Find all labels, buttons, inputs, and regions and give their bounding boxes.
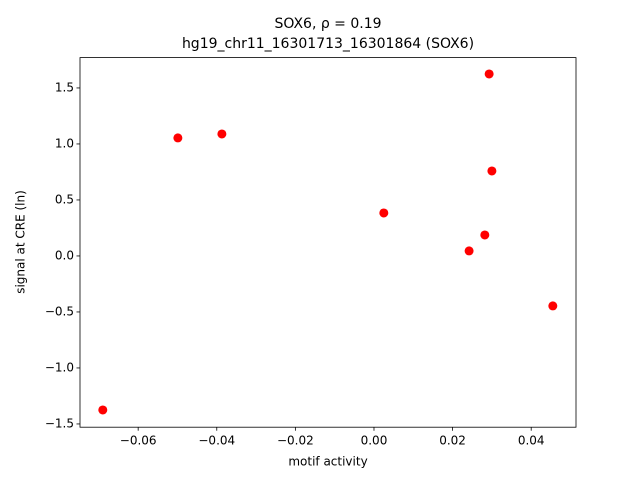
- point: [379, 208, 389, 218]
- point: [464, 246, 474, 256]
- point: [484, 69, 494, 79]
- x-axis-label: motif activity: [288, 455, 367, 469]
- x-tick-label: 0.02: [439, 434, 466, 448]
- y-tick-label: 1.5: [55, 80, 74, 94]
- x-tick-label: −0.06: [120, 434, 157, 448]
- point: [98, 405, 108, 415]
- x-tick-label: 0.00: [361, 434, 388, 448]
- y-tick-label: −0.5: [45, 304, 74, 318]
- x-tick-label: 0.04: [518, 434, 545, 448]
- point: [548, 301, 558, 311]
- y-axis-label: signal at CRE (ln): [14, 190, 28, 294]
- point: [487, 166, 497, 176]
- chart-title: SOX6, ρ = 0.19: [274, 16, 381, 32]
- y-tick-label: 0.5: [55, 192, 74, 206]
- plot-frame: [79, 57, 577, 428]
- chart-subtitle: hg19_chr11_16301713_16301864 (SOX6): [182, 36, 474, 52]
- point: [480, 230, 490, 240]
- y-tick-label: −1.5: [45, 416, 74, 430]
- point: [173, 133, 183, 143]
- y-tick-label: 0.0: [55, 248, 74, 262]
- y-tick-label: 1.0: [55, 136, 74, 150]
- x-tick-label: −0.04: [198, 434, 235, 448]
- point: [217, 129, 227, 139]
- y-tick-label: −1.0: [45, 360, 74, 374]
- x-tick-label: −0.02: [277, 434, 314, 448]
